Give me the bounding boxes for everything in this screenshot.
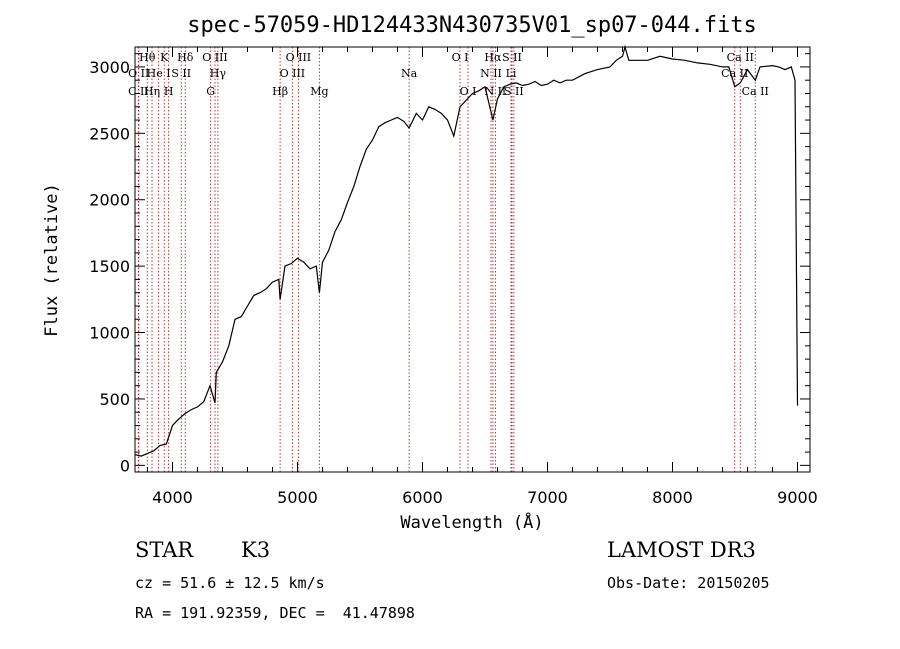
line-label-23: S II — [502, 51, 522, 64]
y-tick-label: 2500 — [89, 124, 130, 143]
line-label-11: Hγ — [210, 67, 227, 80]
line-label-10: O III — [202, 51, 228, 64]
emission-line-markers — [137, 47, 756, 472]
line-label-6: H — [164, 85, 174, 98]
y-tick-label: 500 — [99, 390, 130, 409]
x-axis-ticks: 4000 5000 6000 7000 8000 9000 — [147, 47, 818, 507]
x-tick-label: 8000 — [652, 488, 693, 507]
line-label-4: He I — [147, 67, 171, 80]
plot-frame — [134, 46, 811, 473]
object-class: STAR — [135, 538, 194, 562]
survey-name: LAMOST DR3 — [607, 538, 756, 562]
line-label-3: Hη — [144, 85, 160, 98]
line-label-17: O I — [452, 51, 469, 64]
line-label-22: Li — [506, 67, 517, 80]
y-tick-label: 2000 — [89, 191, 130, 210]
line-label-26: Ca II — [727, 51, 754, 64]
line-label-9: G — [206, 85, 215, 98]
x-tick-label: 7000 — [527, 488, 568, 507]
line-label-24: S II — [504, 85, 524, 98]
line-label-21: N II — [484, 85, 506, 98]
y-tick-label: 1000 — [89, 324, 130, 343]
line-label-12: Hβ — [272, 85, 288, 98]
line-label-25: Ca II — [721, 67, 748, 80]
y-tick-label: 3000 — [89, 58, 130, 77]
x-tick-label: 6000 — [402, 488, 443, 507]
y-tick-label: 1500 — [89, 257, 130, 276]
y-tick-label: 0 — [120, 456, 130, 475]
redshift-velocity: cz = 51.6 ± 12.5 km/s — [135, 574, 325, 592]
line-label-5: K — [160, 51, 169, 64]
x-tick-label: 5000 — [277, 488, 318, 507]
x-tick-label: 4000 — [152, 488, 193, 507]
line-label-18: O I — [460, 85, 477, 98]
line-label-16: Na — [401, 67, 418, 80]
line-label-0: C II — [128, 85, 149, 98]
line-label-27: Ca II — [742, 85, 769, 98]
object-subclass: K3 — [241, 538, 271, 562]
line-label-13: O III — [280, 67, 306, 80]
line-label-7: S II — [171, 67, 191, 80]
line-label-19: N II — [480, 67, 502, 80]
y-axis-ticks: 0 500 1000 1500 2000 2500 3000 — [89, 53, 810, 475]
x-axis-label: Wavelength (Å) — [400, 511, 543, 533]
x-tick-label: 9000 — [777, 488, 818, 507]
line-label-2: Hθ — [139, 51, 156, 64]
observation-date: Obs-Date: 20150205 — [607, 574, 770, 592]
spectrum-line — [134, 44, 799, 457]
line-label-8: Hδ — [177, 51, 194, 64]
y-axis-label: Flux (relative) — [42, 183, 62, 337]
line-label-14: O III — [286, 51, 312, 64]
line-label-20: Hα — [484, 51, 502, 64]
line-label-1: O II — [128, 67, 149, 80]
coordinates: RA = 191.92359, DEC = 41.47898 — [135, 604, 415, 622]
emission-line-labels: C II O II Hθ Hη He I K H S II Hδ G O III Hγ Hβ O III O… — [128, 51, 769, 98]
line-label-15: Mg — [310, 85, 328, 98]
chart-title: spec-57059-HD124433N430735V01_sp07-044.f… — [187, 13, 757, 38]
